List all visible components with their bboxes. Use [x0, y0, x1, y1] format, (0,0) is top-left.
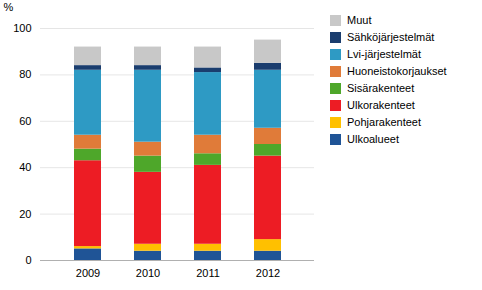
- svg-text:80: 80: [19, 68, 31, 80]
- svg-text:100: 100: [13, 22, 31, 34]
- svg-text:40: 40: [19, 161, 31, 173]
- svg-text:2012: 2012: [256, 267, 280, 279]
- html-text:Sisärakenteet: Sisärakenteet: [347, 82, 415, 94]
- html-text:Pohjarakenteet: Pohjarakenteet: [347, 116, 421, 128]
- svg-text:2011: 2011: [196, 267, 220, 279]
- svg-text:2009: 2009: [76, 267, 100, 279]
- svg-text:20: 20: [19, 208, 31, 220]
- svg-text:2010: 2010: [136, 267, 160, 279]
- html-text:Muut: Muut: [347, 14, 372, 26]
- html-text:Huoneistokorjaukset: Huoneistokorjaukset: [347, 65, 447, 77]
- svg-text:%: %: [4, 1, 14, 13]
- html-text:Lvi-järjestelmät: Lvi-järjestelmät: [347, 48, 421, 60]
- html-text:Sähköjärjestelmät: Sähköjärjestelmät: [347, 31, 435, 43]
- html-text:Ulkoalueet: Ulkoalueet: [347, 133, 399, 145]
- svg-text:0: 0: [25, 254, 31, 266]
- html-text:Ulkorakenteet: Ulkorakenteet: [347, 99, 415, 111]
- svg-text:60: 60: [19, 115, 31, 127]
